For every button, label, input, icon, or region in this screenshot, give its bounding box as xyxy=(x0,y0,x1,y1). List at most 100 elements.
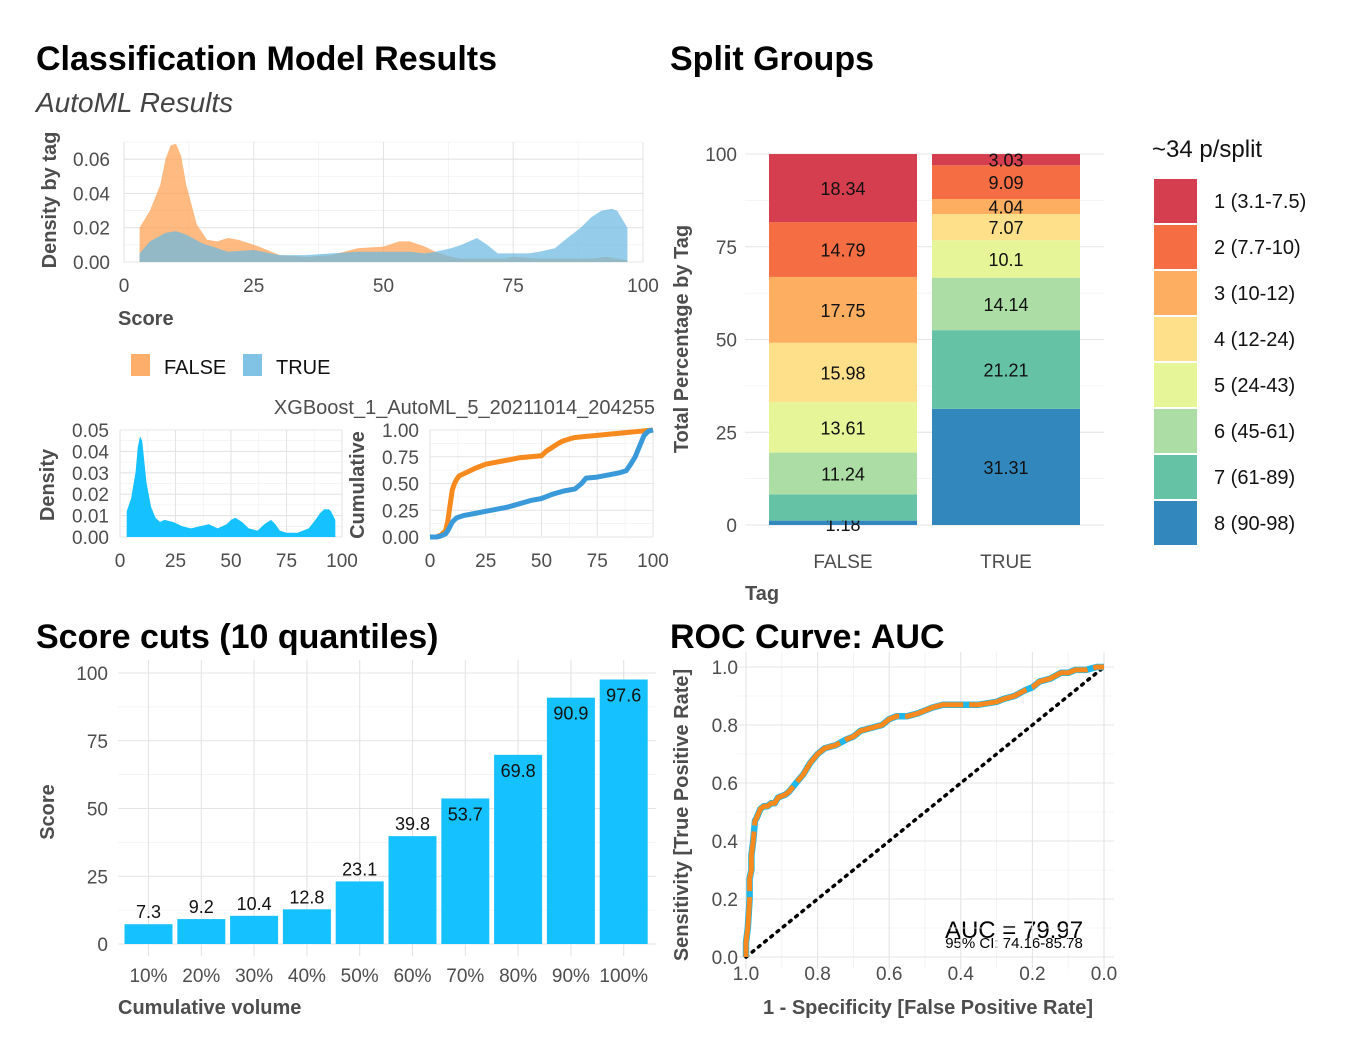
split-legend-label: 6 (45-61) xyxy=(1214,421,1295,443)
score-cut-label: 7.3 xyxy=(136,902,161,922)
score-cuts-y-tick: 0 xyxy=(97,935,108,956)
split-legend-key xyxy=(1154,179,1197,223)
roc-title: ROC Curve: AUC xyxy=(670,618,945,656)
split-bar-segment xyxy=(769,452,917,495)
legend-label-true: TRUE xyxy=(276,357,330,379)
roc-x-tick: 0.2 xyxy=(1019,964,1045,985)
density-tag-x-tick: 50 xyxy=(373,276,394,297)
score-cuts-x-tick: 20% xyxy=(182,966,220,987)
density-tag-y-tick: 0.00 xyxy=(73,253,110,274)
split-legend-label: 5 (24-43) xyxy=(1214,375,1295,397)
score-cuts-x-tick: 30% xyxy=(235,966,273,987)
split-legend-key xyxy=(1154,409,1197,453)
split-y-tick: 0 xyxy=(726,516,737,537)
split-data-label: 11.24 xyxy=(821,464,865,484)
split-data-label: 21.21 xyxy=(983,360,1028,380)
score-cut-bar xyxy=(441,798,490,944)
score-density-y-tick: 0.01 xyxy=(72,507,109,528)
score-density-x-tick: 0 xyxy=(115,551,126,572)
score-cuts-x-tick: 70% xyxy=(446,966,484,987)
score-density-y-tick: 0.03 xyxy=(72,464,109,485)
cumulative-y-tick: 1.00 xyxy=(382,421,419,442)
roc-x-tick: 0.0 xyxy=(1091,964,1117,985)
score-density-x-tick: 75 xyxy=(276,551,297,572)
density-tag-x-tick: 25 xyxy=(243,276,264,297)
score-cut-bar xyxy=(599,679,648,944)
split-y-tick: 100 xyxy=(705,145,737,166)
split-bar-segment xyxy=(932,408,1080,525)
score-cut-bar xyxy=(124,924,173,944)
split-legend-title: ~34 p/split xyxy=(1152,136,1262,163)
density-area-true xyxy=(139,208,628,262)
roc-y-tick: 1.0 xyxy=(712,658,738,679)
score-cut-bar xyxy=(177,919,226,944)
split-data-label: 17.75 xyxy=(820,301,865,321)
cumulative-y-tick: 0.75 xyxy=(382,448,419,469)
score-cuts-x-tick: 50% xyxy=(341,966,379,987)
density-tag-x-tick: 75 xyxy=(503,276,524,297)
cumulative-grid xyxy=(429,429,654,538)
split-bar-segment xyxy=(769,222,917,277)
cumulative-x-tick: 25 xyxy=(475,551,496,572)
score-cut-bar xyxy=(335,881,384,944)
score-density-area xyxy=(126,436,336,537)
split-bar-segment xyxy=(932,330,1080,409)
split-bar-segment xyxy=(932,240,1080,278)
legend-label-false: FALSE xyxy=(164,357,226,379)
score-cut-label: 69.8 xyxy=(501,761,536,781)
split-x-tick: TRUE xyxy=(980,552,1032,573)
split-legend-label: 8 (90-98) xyxy=(1214,513,1295,535)
density-tag-xlabel: Score xyxy=(118,308,174,330)
roc-y-tick: 0.6 xyxy=(712,774,738,795)
split-data-label: 7.07 xyxy=(988,218,1023,238)
split-legend-label: 1 (3.1-7.5) xyxy=(1214,191,1306,213)
score-cuts-x-tick: 80% xyxy=(499,966,537,987)
roc-curve-line xyxy=(743,664,1104,957)
split-data-label: 3.03 xyxy=(988,151,1023,171)
score-cut-label: 39.8 xyxy=(395,814,430,834)
split-legend-key xyxy=(1154,455,1197,499)
roc-xlabel: 1 - Specificity [False Positive Rate] xyxy=(763,997,1093,1019)
score-cut-label: 10.4 xyxy=(237,894,272,914)
cumulative-x-tick: 50 xyxy=(531,551,552,572)
split-legend-key xyxy=(1154,271,1197,315)
score-cut-label: 12.8 xyxy=(289,887,324,907)
split-legend-key xyxy=(1154,225,1197,269)
density-tag-x-tick: 100 xyxy=(627,276,659,297)
score-cuts-y-tick: 75 xyxy=(87,732,108,753)
split-data-label: 14.79 xyxy=(820,241,865,261)
score-density-x-tick: 100 xyxy=(326,551,358,572)
cumulative-x-tick: 75 xyxy=(587,551,608,572)
split-legend-label: 3 (10-12) xyxy=(1214,283,1295,305)
split-legend-key xyxy=(1154,317,1197,361)
split-data-label: 9.09 xyxy=(988,173,1023,193)
cumulative-ylabel: Cumulative xyxy=(347,431,369,539)
split-data-label: 14.14 xyxy=(983,295,1028,315)
roc-y-tick: 0.4 xyxy=(712,832,739,853)
split-bar-segment xyxy=(932,277,1080,331)
score-cuts-y-tick: 25 xyxy=(87,867,108,888)
split-xlabel: Tag xyxy=(745,583,779,605)
main-title: Classification Model Results xyxy=(36,40,497,78)
cumulative-x-tick: 100 xyxy=(637,551,669,572)
cumulative-y-tick: 0.00 xyxy=(382,528,419,549)
split-legend-key xyxy=(1154,501,1197,545)
score-cut-bar xyxy=(388,836,437,944)
density-tag-x-tick: 0 xyxy=(119,276,130,297)
roc-y-tick: 0.0 xyxy=(712,948,738,969)
split-data-label: 15.98 xyxy=(820,363,865,383)
roc-auc-annotation: AUC = 79.97 xyxy=(945,917,1083,944)
cumulative-x-tick: 0 xyxy=(425,551,436,572)
score-density-x-tick: 25 xyxy=(165,551,186,572)
split-legend-label: 2 (7.7-10) xyxy=(1214,237,1301,259)
score-cut-label: 90.9 xyxy=(553,704,588,724)
density-tag-y-tick: 0.06 xyxy=(73,150,110,171)
score-density-y-tick: 0.05 xyxy=(72,421,109,442)
score-cuts-y-tick: 100 xyxy=(76,664,108,685)
roc-x-tick: 0.6 xyxy=(876,964,902,985)
split-y-tick: 75 xyxy=(716,238,737,259)
split-ylabel: Total Percentage by Tag xyxy=(671,225,693,453)
split-data-label: 13.61 xyxy=(820,418,865,438)
split-bar-segment xyxy=(932,154,1080,166)
